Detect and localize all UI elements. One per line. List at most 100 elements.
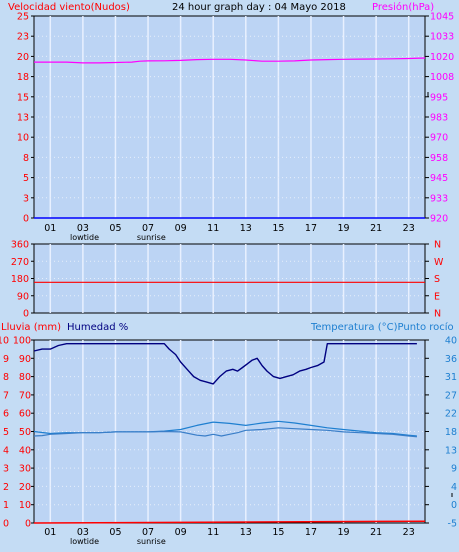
hour-label: 23 (403, 223, 415, 234)
rain-tick-label: 9 (3, 354, 9, 365)
right-tick-label: 983 (430, 113, 448, 124)
hour-label: 03 (77, 527, 89, 538)
plot-area (33, 243, 426, 314)
left-tick-label: 30 (19, 464, 31, 475)
pressure-label: Presión(hPa) (372, 1, 434, 13)
hour-label: 21 (370, 527, 382, 538)
right-tick-label: 0 (451, 500, 457, 511)
sunrise-label: sunrise (137, 537, 166, 546)
hour-label: 13 (240, 223, 252, 234)
right-tick-label: 1045 (430, 12, 454, 23)
right-tick-label: 22 (445, 409, 457, 420)
left-tick-label: 60 (19, 409, 31, 420)
hour-label: 01 (44, 223, 56, 234)
right-tick-label: 4 (451, 482, 457, 493)
left-tick-label: 3 (23, 193, 29, 204)
left-tick-label: 13 (17, 113, 29, 124)
right-tick-label: 9 (451, 464, 457, 475)
right-tick-label: 13 (445, 445, 457, 456)
left-tick-label: 0 (23, 309, 29, 320)
right-tick-label: 970 (430, 133, 448, 144)
hour-label: 19 (337, 223, 349, 234)
right-tick-label: 27 (445, 390, 457, 401)
wind-pressure-panel: 25 23 20 18 15 13 10 8 5 3 0 1045 1033 1020 1008 995 983… (17, 12, 454, 243)
hour-label: 21 (370, 223, 382, 234)
hour-label: 01 (44, 527, 56, 538)
rain-humidity-temp-panel: 1098765432101009080706050403020100403631… (0, 336, 457, 547)
hour-label: 11 (207, 223, 219, 234)
hour-label: 17 (305, 223, 317, 234)
left-tick-label: 90 (19, 354, 31, 365)
temperature-label: Temperatura (°C)Punto rocío (310, 321, 454, 333)
hour-label: 11 (207, 527, 219, 538)
humidity-line (33, 343, 417, 385)
left-tick-label: 0 (23, 214, 29, 225)
lowtide-label: lowtide (70, 233, 99, 242)
hour-label: 23 (403, 527, 415, 538)
hour-label: 05 (109, 223, 121, 234)
sunrise-label: sunrise (137, 233, 166, 242)
hour-label: 03 (77, 223, 89, 234)
rain-tick-label: 0 (3, 519, 9, 530)
left-tick-label: 70 (19, 390, 31, 401)
left-tick-label: 20 (19, 482, 31, 493)
left-tick-label: 10 (19, 500, 31, 511)
pressure-line (34, 57, 426, 64)
humidity-label: Humedad % (67, 322, 128, 333)
right-tick-label: 1020 (430, 52, 454, 63)
hour-label: 07 (142, 527, 154, 538)
hour-label: 13 (240, 527, 252, 538)
compass-label: W (434, 257, 444, 268)
compass-label: N (434, 240, 441, 251)
rain-tick-label: 6 (3, 409, 9, 420)
wind-speed-label: Velocidad viento(Nudos) (8, 2, 130, 13)
right-tick-label: 31 (445, 372, 457, 383)
lowtide-label: lowtide (70, 537, 99, 546)
left-tick-label: 0 (25, 519, 31, 530)
left-tick-label: 40 (19, 445, 31, 456)
right-tick-label: 40 (445, 336, 457, 347)
hour-label: 07 (142, 223, 154, 234)
rain-tick-label: 1 (3, 500, 9, 511)
compass-label: E (434, 291, 440, 302)
hour-label: 05 (109, 527, 121, 538)
left-tick-label: 20 (17, 52, 29, 63)
right-tick-label: 958 (430, 153, 448, 164)
left-tick-label: 100 (13, 336, 31, 347)
chart-title: 24 hour graph day : 04 Mayo 2018 (172, 2, 346, 13)
hour-label: 15 (272, 527, 284, 538)
hour-label: 17 (305, 527, 317, 538)
rain-tick-label: 5 (3, 427, 9, 438)
left-tick-label: 180 (11, 274, 29, 285)
plot-area (33, 15, 426, 219)
left-tick-label: 15 (17, 92, 29, 103)
rain-tick-label: 10 (0, 336, 9, 347)
rain-tick-label: 3 (3, 464, 9, 475)
hour-label: 09 (175, 223, 187, 234)
hour-label: 19 (337, 527, 349, 538)
right-tick-label: 995 (430, 92, 448, 103)
left-tick-label: 18 (17, 72, 29, 83)
left-tick-label: 80 (19, 372, 31, 383)
right-tick-label: 1008 (430, 72, 454, 83)
compass-label: N (434, 309, 441, 320)
left-tick-label: 5 (23, 173, 29, 184)
left-tick-label: 8 (23, 153, 29, 164)
rain-line (33, 520, 426, 524)
right-tick-label: -5 (448, 519, 457, 530)
right-tick-label: 945 (430, 173, 448, 184)
rain-tick-label: 2 (3, 482, 9, 493)
right-tick-label: 920 (430, 214, 448, 225)
rain-label: Lluvia (mm) (1, 322, 61, 333)
hour-label: 09 (175, 527, 187, 538)
left-tick-label: 90 (17, 291, 29, 302)
compass-label: S (434, 274, 440, 285)
right-tick-label: 1033 (430, 32, 454, 43)
left-tick-label: 10 (17, 133, 29, 144)
left-tick-label: 23 (17, 32, 29, 43)
left-tick-label: 360 (11, 240, 29, 251)
left-tick-label: 50 (19, 427, 31, 438)
